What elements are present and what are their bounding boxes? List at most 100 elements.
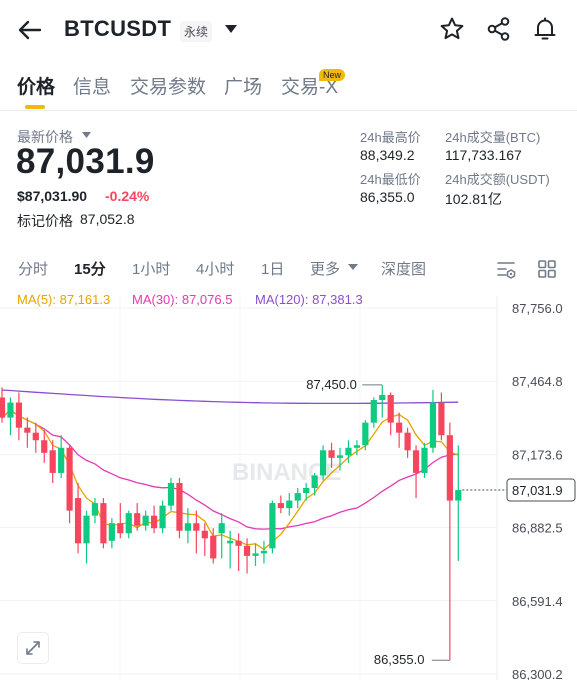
contract-type-badge: 永续 (180, 21, 213, 42)
candle-body (446, 435, 453, 501)
layout-grid-icon[interactable] (537, 259, 557, 279)
high-marker-label: 87,450.0 (306, 377, 357, 392)
candle-body (83, 515, 90, 544)
symbol-dropdown-icon[interactable] (224, 24, 238, 34)
candle-body (412, 450, 420, 473)
candle-body (303, 488, 310, 494)
candlestick-chart[interactable]: BINANCE 87,450.086,355.087,031.9 87,756.… (0, 290, 577, 680)
current-price-box (506, 478, 576, 502)
indicator-settings-icon[interactable] (496, 259, 516, 279)
interval-1h[interactable]: 1小时 (132, 261, 171, 278)
candle-body (7, 402, 14, 418)
high-24h-value: 88,349.2 (360, 147, 415, 163)
candle-body (125, 513, 132, 534)
interval-1d[interactable]: 1日 (261, 261, 285, 278)
candle-body (286, 500, 293, 509)
candle-body (142, 515, 149, 526)
low-24h-label: 24h最低价 (360, 172, 421, 187)
active-tab-indicator (25, 105, 45, 109)
interval-4h[interactable]: 4小时 (196, 261, 235, 278)
candle-body (455, 490, 462, 501)
low-24h-value: 86,355.0 (360, 189, 415, 205)
candle-body (201, 530, 208, 539)
candle-body (438, 402, 445, 436)
candle-body (167, 482, 175, 506)
candle-body (49, 450, 56, 473)
y-tick-label: 86,300.2 (512, 667, 563, 680)
y-tick-label: 86,591.4 (512, 594, 563, 609)
candle-body (66, 447, 73, 511)
candle-body (24, 427, 31, 433)
candle-body (277, 503, 284, 509)
ma120-legend: MA(120): 87,381.3 (255, 292, 363, 307)
interval-more[interactable]: 更多 (310, 261, 341, 278)
vol-usdt-value: 102.81亿 (445, 191, 502, 207)
candle-body (176, 482, 183, 531)
low-marker-label: 86,355.0 (374, 652, 425, 667)
candle-body (15, 402, 22, 428)
share-icon[interactable] (486, 16, 512, 42)
tab-square[interactable]: 广场 (224, 77, 263, 98)
high-24h-label: 24h最高价 (360, 130, 421, 145)
y-tick-label: 87,756.0 (512, 301, 563, 316)
back-arrow-icon[interactable] (16, 16, 44, 44)
interval-15m[interactable]: 15分 (74, 261, 106, 278)
y-tick-label: 87,464.8 (512, 374, 563, 389)
vol-btc-value: 117,733.167 (445, 147, 522, 163)
candle-body (151, 515, 158, 529)
candle-body (362, 422, 369, 446)
candle-body (243, 545, 251, 556)
interval-selector: 分时 15分 1小时 4小时 1日 更多 深度图 (0, 255, 577, 283)
mark-price-value: 87,052.8 (80, 211, 135, 227)
candle-body (108, 523, 115, 541)
candle-body (345, 447, 352, 456)
bell-icon[interactable] (532, 16, 558, 42)
candle-body (210, 535, 217, 559)
candle-body (235, 540, 242, 546)
candle-body (252, 553, 259, 556)
tab-price[interactable]: 价格 (17, 77, 56, 98)
star-icon[interactable] (439, 16, 465, 42)
vol-btc-label: 24h成交量(BTC) (445, 130, 541, 145)
new-badge: New (319, 69, 346, 81)
candle-body (260, 550, 268, 554)
candle-body (336, 455, 344, 458)
candle-body (100, 503, 107, 544)
candle-body (193, 523, 200, 531)
tab-trading-params[interactable]: 交易参数 (130, 77, 207, 98)
candle-body (134, 513, 141, 526)
candle-body (429, 402, 437, 448)
candle-body (41, 440, 48, 453)
last-price-label[interactable]: 最新价格 (17, 129, 73, 145)
last-price: 87,031.9 (16, 142, 155, 181)
candle-body (328, 450, 335, 458)
tab-info[interactable]: 信息 (73, 77, 112, 98)
candle-body (379, 394, 386, 401)
y-tick-label: 86,882.5 (512, 521, 563, 536)
tab-trade-x[interactable]: 交易-X (281, 77, 339, 98)
candle-body (404, 432, 411, 451)
candle-body (396, 422, 403, 433)
candle-body (91, 503, 99, 516)
candle-body (159, 505, 166, 529)
symbol-title[interactable]: BTCUSDT (64, 16, 172, 41)
candle-body (421, 447, 428, 473)
expand-icon (26, 641, 40, 655)
fullscreen-button[interactable] (17, 632, 49, 664)
price-change-percent: -0.24% (105, 188, 150, 204)
top-bar: BTCUSDT 永续 (0, 0, 577, 60)
candle-body (117, 523, 124, 534)
candle-body (58, 447, 65, 473)
candle-body (311, 475, 318, 489)
candle-body (74, 498, 82, 544)
price-type-caret-icon[interactable] (82, 132, 91, 138)
ma30-legend: MA(30): 87,076.5 (132, 292, 233, 307)
candle-body (269, 503, 276, 549)
more-dropdown-icon[interactable] (348, 264, 358, 270)
candle-body (0, 397, 6, 418)
depth-chart-tab[interactable]: 深度图 (381, 261, 427, 278)
candle-body (32, 432, 39, 441)
interval-time-share[interactable]: 分时 (18, 261, 49, 278)
usd-price: $87,031.90 (17, 188, 88, 204)
current-price-label: 87,031.9 (512, 483, 563, 498)
